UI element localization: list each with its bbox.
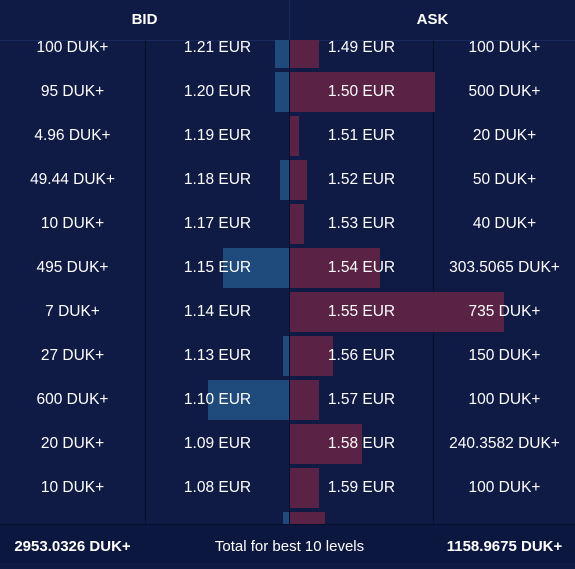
ask-quantity: 100 DUK+	[468, 391, 541, 408]
bid-depth-bar	[283, 336, 289, 376]
totals-label: Total for best 10 levels	[214, 538, 365, 555]
bid-depth-bar	[223, 248, 289, 288]
ask-quantity: 50 DUK+	[472, 171, 537, 188]
ask-depth-bar	[290, 248, 380, 288]
bid-quantity: 49.44 DUK+	[30, 171, 115, 188]
bid-total: 2953.0326 DUK+	[14, 538, 131, 555]
bid-quantity: 7 DUK+	[45, 303, 100, 320]
order-book-row[interactable]: 27 DUK+ 1.13 EUR 1.56 EUR 150 DUK+	[0, 334, 575, 378]
ask-price: 1.52 EUR	[327, 171, 396, 188]
order-book-row[interactable]: 95 DUK+ 1.20 EUR 1.50 EUR 500 DUK+	[0, 70, 575, 114]
order-book-row-partial	[0, 510, 575, 524]
ask-depth-bar	[290, 380, 319, 420]
order-book-header: BID ASK	[0, 0, 575, 41]
ask-price: 1.58 EUR	[327, 435, 396, 452]
bid-quantity: 600 DUK+	[36, 391, 109, 408]
order-book-row[interactable]: 49.44 DUK+ 1.18 EUR 1.52 EUR 50 DUK+	[0, 158, 575, 202]
ask-depth-bar	[290, 336, 333, 376]
ask-quantity: 500 DUK+	[468, 83, 541, 100]
bid-price: 1.10 EUR	[183, 391, 252, 408]
bid-quantity: 20 DUK+	[40, 435, 105, 452]
order-book-row[interactable]: 10 DUK+ 1.17 EUR 1.53 EUR 40 DUK+	[0, 202, 575, 246]
order-book-row[interactable]: 495 DUK+ 1.15 EUR 1.54 EUR 303.5065 DUK+	[0, 246, 575, 290]
bid-quantity: 10 DUK+	[40, 215, 105, 232]
column-divider	[433, 40, 434, 524]
bid-price: 1.14 EUR	[183, 303, 252, 320]
order-book-row[interactable]: 10 DUK+ 1.08 EUR 1.59 EUR 100 DUK+	[0, 466, 575, 510]
bid-price: 1.13 EUR	[183, 347, 252, 364]
ask-depth-bar	[290, 116, 299, 156]
order-book[interactable]: 100 DUK+ 1.21 EUR 1.49 EUR 100 DUK+ 95 DUK+ 1…	[0, 40, 575, 524]
ask-depth-bar	[290, 512, 325, 524]
ask-depth-bar	[290, 40, 319, 68]
ask-price: 1.49 EUR	[327, 40, 396, 56]
bid-price: 1.20 EUR	[183, 83, 252, 100]
order-book-row[interactable]: 600 DUK+ 1.10 EUR 1.57 EUR 100 DUK+	[0, 378, 575, 422]
order-book-row[interactable]: 7 DUK+ 1.14 EUR 1.55 EUR 735 DUK+	[0, 290, 575, 334]
order-book-row[interactable]: 20 DUK+ 1.09 EUR 1.58 EUR 240.3582 DUK+	[0, 422, 575, 466]
bid-depth-bar	[275, 72, 289, 112]
order-book-row[interactable]: 100 DUK+ 1.21 EUR 1.49 EUR 100 DUK+	[0, 40, 575, 70]
ask-depth-bar	[290, 468, 319, 508]
bid-depth-bar	[283, 512, 289, 524]
totals-footer: 2953.0326 DUK+ Total for best 10 levels …	[0, 524, 575, 563]
bid-price: 1.18 EUR	[183, 171, 252, 188]
ask-price: 1.59 EUR	[327, 479, 396, 496]
ask-price: 1.55 EUR	[327, 303, 396, 320]
ask-quantity: 100 DUK+	[468, 479, 541, 496]
ask-price: 1.53 EUR	[327, 215, 396, 232]
ask-depth-bar	[290, 292, 504, 332]
ask-price: 1.50 EUR	[327, 83, 396, 100]
bid-depth-bar	[275, 40, 289, 68]
column-divider	[289, 40, 290, 524]
bid-price: 1.09 EUR	[183, 435, 252, 452]
ask-total: 1158.9675 DUK+	[446, 538, 563, 555]
ask-header: ASK	[416, 11, 449, 28]
ask-quantity: 40 DUK+	[472, 215, 537, 232]
bid-depth-bar	[280, 160, 289, 200]
order-book-row[interactable]: 4.96 DUK+ 1.19 EUR 1.51 EUR 20 DUK+	[0, 114, 575, 158]
bid-quantity: 95 DUK+	[40, 83, 105, 100]
ask-quantity: 240.3582 DUK+	[449, 435, 560, 452]
bid-quantity: 10 DUK+	[40, 479, 105, 496]
ask-depth-bar	[290, 424, 362, 464]
bid-price: 1.19 EUR	[183, 127, 252, 144]
ask-quantity: 100 DUK+	[468, 40, 541, 56]
bid-quantity: 100 DUK+	[36, 40, 109, 56]
ask-depth-bar	[290, 160, 307, 200]
bid-header: BID	[131, 11, 158, 28]
bid-price: 1.17 EUR	[183, 215, 252, 232]
ask-price: 1.51 EUR	[327, 127, 396, 144]
ask-quantity: 20 DUK+	[472, 127, 537, 144]
bid-depth-bar	[208, 380, 289, 420]
ask-price: 1.54 EUR	[327, 259, 396, 276]
bid-price: 1.21 EUR	[183, 40, 252, 56]
bid-price: 1.08 EUR	[183, 479, 252, 496]
ask-quantity: 303.5065 DUK+	[449, 259, 560, 276]
column-divider	[145, 40, 146, 524]
bid-price: 1.15 EUR	[183, 259, 252, 276]
ask-quantity: 150 DUK+	[468, 347, 541, 364]
ask-price: 1.56 EUR	[327, 347, 396, 364]
ask-quantity: 735 DUK+	[468, 303, 541, 320]
header-divider	[289, 0, 290, 40]
ask-price: 1.57 EUR	[327, 391, 396, 408]
ask-depth-bar	[290, 72, 435, 112]
ask-depth-bar	[290, 204, 304, 244]
bid-quantity: 27 DUK+	[40, 347, 105, 364]
bid-quantity: 495 DUK+	[36, 259, 109, 276]
bid-quantity: 4.96 DUK+	[34, 127, 111, 144]
